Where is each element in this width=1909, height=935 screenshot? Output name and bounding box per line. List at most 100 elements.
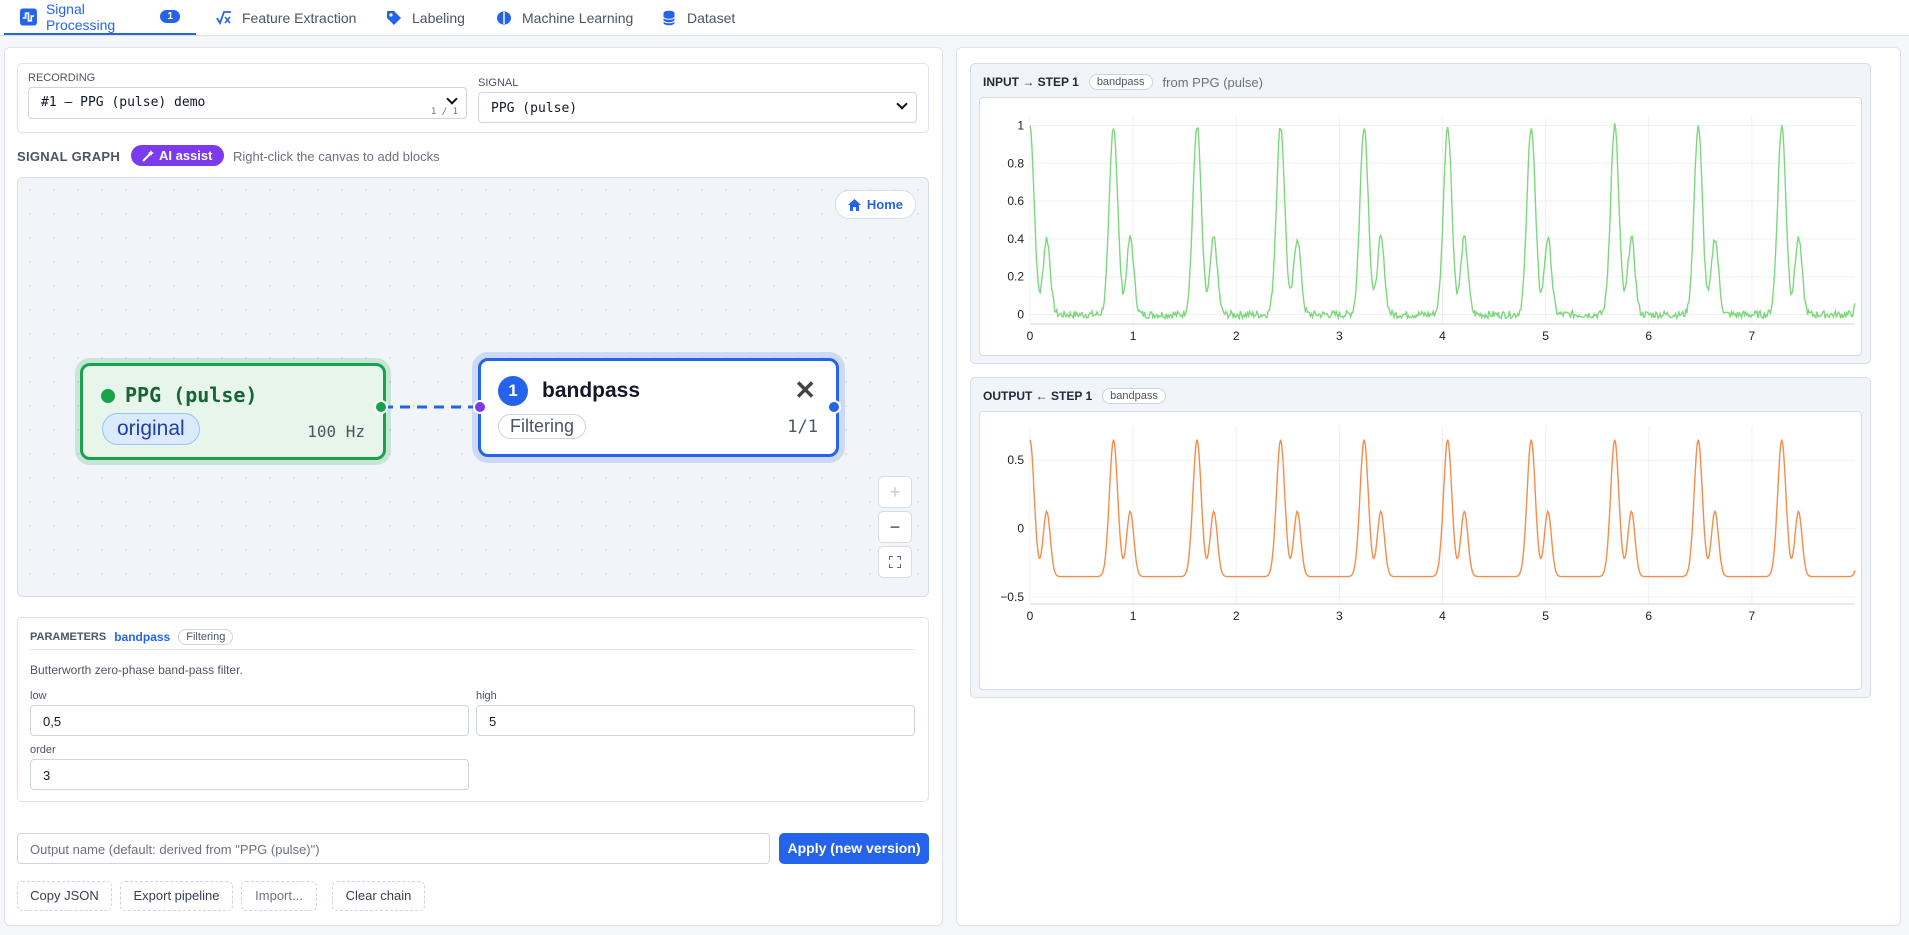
parameters-block: bandpass bbox=[114, 630, 171, 644]
y-tick-label: −0.5 bbox=[1000, 590, 1024, 604]
input-chart[interactable]: 0 1 2 3 4 5 6 7 0 0.2 0.4 0.6 0.8 1 bbox=[979, 97, 1862, 356]
step-number: 1 bbox=[498, 376, 528, 406]
tab-label: Machine Learning bbox=[522, 9, 634, 26]
canvas-hint: Right-click the canvas to add blocks bbox=[233, 149, 440, 164]
expand-icon bbox=[888, 555, 902, 569]
tab-dataset[interactable]: Dataset bbox=[644, 0, 751, 35]
param-order-label: order bbox=[30, 744, 56, 756]
source-node[interactable]: PPG (pulse) original 100 Hz bbox=[80, 363, 386, 460]
x-tick-label: 1 bbox=[1130, 609, 1137, 623]
x-tick-label: 0 bbox=[1027, 329, 1034, 343]
function-icon bbox=[216, 10, 231, 25]
signal-label: SIGNAL bbox=[478, 77, 519, 89]
output-chart-svg: 0 1 2 3 4 5 6 7−0.500.5 bbox=[1000, 426, 1856, 623]
param-low-input[interactable]: 0,5 bbox=[30, 705, 469, 736]
input-plot-title: INPUT → STEP 1 bbox=[983, 75, 1079, 89]
output-plot-header: OUTPUT ← STEP 1 bandpass bbox=[983, 388, 1166, 404]
zoom-in-button[interactable]: + bbox=[878, 476, 912, 508]
home-icon bbox=[847, 198, 861, 211]
recording-value: #1 — PPG (pulse) demo bbox=[41, 95, 206, 110]
tab-signal-processing[interactable]: Signal Processing 1 bbox=[4, 0, 196, 35]
y-tick-label: 0.2 bbox=[1007, 270, 1024, 284]
x-tick-label: 5 bbox=[1542, 329, 1549, 343]
y-tick-label: 0 bbox=[1017, 308, 1024, 322]
x-tick-label: 2 bbox=[1233, 329, 1240, 343]
magic-wand-icon bbox=[142, 149, 154, 162]
x-tick-label: 5 bbox=[1542, 609, 1549, 623]
param-high-input[interactable]: 5 bbox=[476, 705, 915, 736]
wave-icon bbox=[20, 8, 37, 25]
step-node-title: bandpass bbox=[542, 379, 641, 402]
recording-label: RECORDING bbox=[28, 72, 96, 84]
close-icon[interactable]: ✕ bbox=[794, 375, 816, 405]
tab-bar: Signal Processing 1 Feature Extraction L… bbox=[0, 0, 1909, 36]
y-tick-label: 0 bbox=[1017, 522, 1024, 536]
divider bbox=[30, 649, 916, 650]
zoom-out-button[interactable]: − bbox=[878, 511, 912, 543]
y-tick-label: 1 bbox=[1017, 118, 1024, 132]
x-tick-label: 7 bbox=[1749, 329, 1756, 343]
tab-machine-learning[interactable]: Machine Learning bbox=[479, 0, 649, 35]
output-plot-title: OUTPUT ← STEP 1 bbox=[983, 389, 1093, 403]
tab-label: Signal Processing bbox=[45, 0, 116, 33]
x-tick-label: 4 bbox=[1439, 609, 1446, 623]
clear-chain-button[interactable]: Clear chain bbox=[332, 881, 425, 911]
parameters-header: PARAMETERS bandpass Filtering bbox=[30, 629, 234, 645]
ai-assist-button[interactable]: AI assist bbox=[131, 145, 225, 166]
source-node-pill: original bbox=[102, 413, 200, 445]
input-chart-svg: 0 1 2 3 4 5 6 7 0 0.2 0.4 0.6 0.8 1 bbox=[1007, 116, 1856, 343]
param-order-input[interactable]: 3 bbox=[30, 759, 469, 790]
chevron-down-icon bbox=[896, 98, 908, 110]
recording-counter: 1 / 1 bbox=[430, 107, 458, 117]
tab-labeling[interactable]: Labeling bbox=[369, 0, 481, 35]
home-label: Home bbox=[866, 197, 903, 212]
x-tick-label: 6 bbox=[1645, 329, 1652, 343]
copy-json-button[interactable]: Copy JSON bbox=[17, 881, 112, 911]
fit-view-button[interactable] bbox=[878, 546, 912, 578]
parameters-description: Butterworth zero-phase band-pass filter. bbox=[30, 663, 243, 677]
tag-icon bbox=[387, 10, 401, 25]
signal-value: PPG (pulse) bbox=[491, 101, 578, 116]
step-node-pill: Filtering bbox=[498, 414, 587, 439]
tab-feature-extraction[interactable]: Feature Extraction bbox=[199, 0, 372, 35]
y-tick-label: 0.8 bbox=[1007, 156, 1024, 170]
input-plot-panel: INPUT → STEP 1 bandpass from PPG (pulse)… bbox=[970, 63, 1871, 364]
x-tick-label: 3 bbox=[1336, 609, 1343, 623]
signal-graph-title: SIGNAL GRAPH bbox=[17, 149, 121, 164]
y-tick-label: 0.6 bbox=[1007, 194, 1024, 208]
signal-select[interactable]: PPG (pulse) bbox=[478, 92, 917, 123]
source-output-port[interactable] bbox=[374, 400, 388, 414]
x-tick-label: 3 bbox=[1336, 329, 1343, 343]
step-node[interactable]: 1 bandpass ✕ Filtering 1/1 bbox=[478, 358, 839, 457]
parameters-box: PARAMETERS bandpass Filtering Butterwort… bbox=[17, 617, 929, 802]
series-line bbox=[1029, 439, 1856, 578]
home-button[interactable]: Home bbox=[834, 190, 916, 219]
step-input-port[interactable] bbox=[473, 400, 487, 414]
chevron-down-icon bbox=[446, 93, 458, 105]
export-pipeline-button[interactable]: Export pipeline bbox=[120, 881, 233, 911]
param-low-label: low bbox=[30, 690, 47, 702]
apply-button[interactable]: Apply (new version) bbox=[779, 833, 929, 864]
x-tick-label: 7 bbox=[1749, 609, 1756, 623]
y-tick-label: 0.5 bbox=[1007, 453, 1024, 467]
x-tick-label: 1 bbox=[1130, 329, 1137, 343]
output-plot-panel: OUTPUT ← STEP 1 bandpass 0 1 2 3 4 5 6 7 −0.5 0 0.… bbox=[970, 377, 1871, 698]
graph-canvas[interactable]: Home PPG (pulse) original 100 Hz 1 bandp… bbox=[17, 177, 929, 597]
input-plot-source: from PPG (pulse) bbox=[1162, 74, 1263, 90]
output-name-input[interactable]: Output name (default: derived from "PPG … bbox=[17, 833, 770, 864]
input-plot-tag: bandpass bbox=[1088, 74, 1153, 90]
output-plot-tag: bandpass bbox=[1102, 388, 1166, 404]
step-output-port[interactable] bbox=[827, 400, 841, 414]
y-tick-label: 0.4 bbox=[1007, 232, 1024, 246]
x-tick-label: 0 bbox=[1027, 609, 1034, 623]
import-button[interactable]: Import... bbox=[241, 881, 317, 911]
tab-label: Feature Extraction bbox=[242, 9, 357, 26]
tab-label: Dataset bbox=[687, 9, 736, 26]
recording-select[interactable]: #1 — PPG (pulse) demo 1 / 1 bbox=[28, 87, 467, 119]
tab-badge: 1 bbox=[160, 10, 180, 23]
input-plot-header: INPUT → STEP 1 bandpass from PPG (pulse) bbox=[983, 74, 1263, 90]
brain-icon bbox=[497, 11, 511, 24]
x-tick-label: 4 bbox=[1439, 329, 1446, 343]
source-node-rate: 100 Hz bbox=[307, 422, 365, 441]
output-chart[interactable]: 0 1 2 3 4 5 6 7 −0.5 0 0.5 bbox=[979, 411, 1862, 690]
